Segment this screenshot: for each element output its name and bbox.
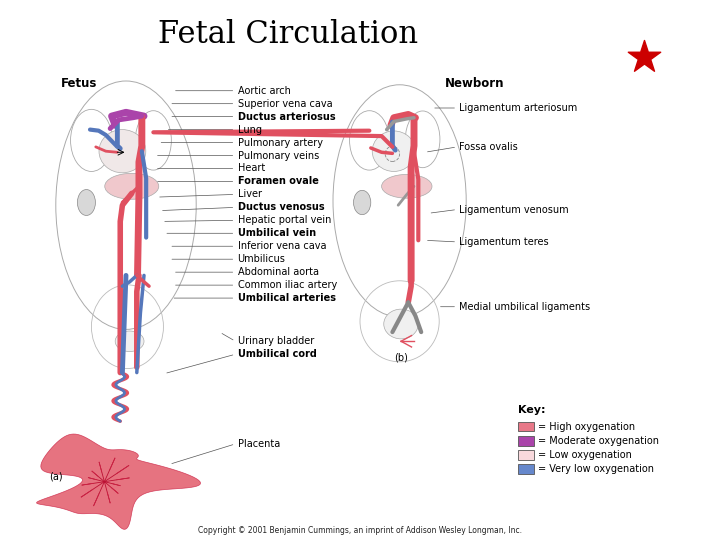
Text: Aortic arch: Aortic arch [238, 86, 290, 96]
Text: Inferior vena cava: Inferior vena cava [238, 241, 326, 251]
Text: Umbilical cord: Umbilical cord [238, 349, 317, 359]
Text: Superior vena cava: Superior vena cava [238, 99, 332, 109]
Text: Heart: Heart [238, 164, 265, 173]
Text: Hepatic portal vein: Hepatic portal vein [238, 215, 331, 225]
Text: = High oxygenation: = High oxygenation [538, 422, 635, 431]
Text: (b): (b) [395, 353, 408, 362]
Text: Copyright © 2001 Benjamin Cummings, an imprint of Addison Wesley Longman, Inc.: Copyright © 2001 Benjamin Cummings, an i… [198, 526, 522, 535]
Text: Urinary bladder: Urinary bladder [238, 336, 314, 346]
Text: = Moderate oxygenation: = Moderate oxygenation [538, 436, 659, 446]
Text: Foramen ovale: Foramen ovale [238, 177, 318, 186]
Ellipse shape [105, 173, 158, 199]
Text: Umbilical vein: Umbilical vein [238, 228, 316, 238]
Ellipse shape [115, 331, 144, 352]
FancyBboxPatch shape [518, 436, 534, 446]
Text: = Very low oxygenation: = Very low oxygenation [538, 464, 654, 474]
Text: Liver: Liver [238, 190, 261, 199]
Text: Pulmonary veins: Pulmonary veins [238, 151, 319, 160]
Ellipse shape [99, 130, 145, 173]
Text: Ligamentum arteriosum: Ligamentum arteriosum [459, 103, 577, 113]
Text: Ductus venosus: Ductus venosus [238, 202, 324, 212]
FancyBboxPatch shape [518, 464, 534, 474]
Text: Umbilical arteries: Umbilical arteries [238, 293, 336, 303]
Text: (a): (a) [49, 471, 63, 481]
Text: Ductus arteriosus: Ductus arteriosus [238, 112, 336, 122]
Text: Umbilicus: Umbilicus [238, 254, 285, 264]
Text: = Low oxygenation: = Low oxygenation [538, 450, 631, 460]
Text: Newborn: Newborn [445, 77, 505, 90]
Ellipse shape [372, 131, 415, 172]
Ellipse shape [78, 190, 95, 215]
Text: Medial umbilical ligaments: Medial umbilical ligaments [459, 302, 590, 312]
Text: Fossa ovalis: Fossa ovalis [459, 142, 518, 152]
Text: Pulmonary artery: Pulmonary artery [238, 138, 323, 147]
Ellipse shape [382, 174, 432, 198]
FancyBboxPatch shape [518, 450, 534, 460]
Text: Ligamentum teres: Ligamentum teres [459, 237, 549, 247]
Text: Common iliac artery: Common iliac artery [238, 280, 337, 290]
Ellipse shape [354, 190, 371, 214]
Text: Key:: Key: [518, 406, 546, 415]
Polygon shape [37, 434, 201, 529]
Text: Fetal Circulation: Fetal Circulation [158, 19, 418, 50]
FancyBboxPatch shape [518, 422, 534, 431]
Point [639, 52, 650, 61]
Text: Abdominal aorta: Abdominal aorta [238, 267, 319, 277]
Text: Ligamentum venosum: Ligamentum venosum [459, 205, 569, 214]
Text: Placenta: Placenta [238, 439, 280, 449]
Text: Fetus: Fetus [61, 77, 98, 90]
Ellipse shape [384, 309, 418, 339]
Text: Lung: Lung [238, 125, 261, 134]
